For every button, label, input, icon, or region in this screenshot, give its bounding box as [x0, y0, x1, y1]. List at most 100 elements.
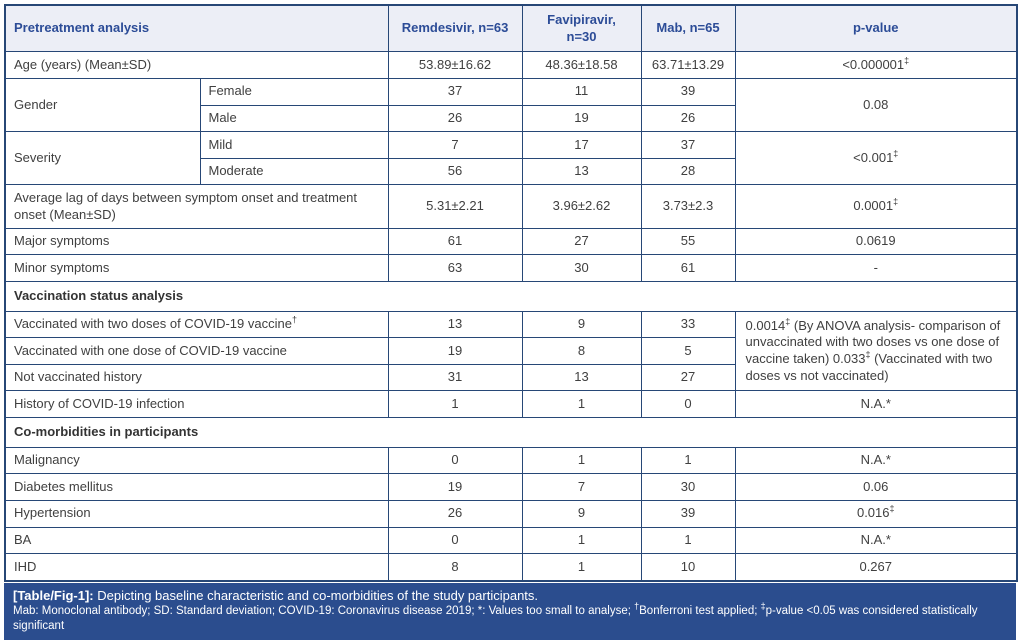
value-cell: 13 [387, 310, 523, 339]
value-cell: 0 [640, 390, 736, 418]
row-covid-infection-history: History of COVID-19 infection 1 1 0 N.A.* [4, 390, 1018, 418]
value-cell: 1 [640, 446, 736, 475]
row-label-cell: Female [199, 77, 389, 106]
value-cell: N.A.* [734, 446, 1018, 475]
row-label-cell: History of COVID-19 infection [4, 390, 389, 418]
section-vaccination-status: Vaccination status analysis [4, 280, 1018, 312]
value-cell: 0.267 [734, 553, 1018, 582]
footnote-text: Mab: Monoclonal antibody; SD: Standard d… [13, 601, 978, 633]
value-cell: 7 [521, 473, 642, 501]
value-cell: 37 [387, 77, 523, 106]
value-cell: 19 [387, 337, 523, 365]
value-cell: 1 [521, 390, 642, 418]
row-vaccinated-one-dose: Vaccinated with one dose of COVID-19 vac… [4, 337, 1017, 365]
col-header-favipiravir: Favipiravir, n=30 [521, 4, 642, 53]
value-cell: 9 [521, 310, 642, 339]
row-ba: BA 0 1 1 N.A.* [4, 526, 1018, 555]
value-cell: 0.0619 [734, 227, 1018, 256]
row-label-cell: Not vaccinated history [4, 363, 389, 392]
row-major-symptoms: Major symptoms 61 27 55 0.0619 [4, 227, 1018, 256]
row-vaccinated-two-doses: Vaccinated with two doses of COVID-19 va… [4, 310, 1018, 392]
value-cell: 30 [640, 473, 736, 501]
section-comorbidities: Co-morbidities in participants [4, 417, 1018, 448]
section-header-cell: Vaccination status analysis [4, 280, 1018, 312]
row-gender-male: Male 26 19 26 [5, 104, 1017, 133]
row-label-cell: Male [199, 104, 389, 133]
value-cell: 3.73±2.3 [640, 184, 736, 229]
value-cell: <0.001‡ [734, 131, 1018, 186]
value-cell: N.A.* [734, 526, 1018, 555]
value-cell: 27 [521, 227, 642, 256]
row-gender-female: Gender Female 37 11 39 0.08 [4, 77, 1018, 133]
value-cell: 5.31±2.21 [387, 184, 523, 229]
value-cell: 0.0001‡ [734, 184, 1018, 229]
value-cell: 10 [640, 553, 736, 582]
row-age: Age (years) (Mean±SD) 53.89±16.62 48.36±18… [4, 51, 1018, 79]
value-cell: 5 [640, 337, 736, 365]
row-avg-lag: Average lag of days between symptom onse… [4, 184, 1018, 229]
row-label-cell: Average lag of days between symptom onse… [4, 184, 389, 229]
value-cell: 0 [387, 526, 523, 555]
value-cell: 48.36±18.58 [521, 51, 642, 79]
caption-line: [Table/Fig-1]: Depicting baseline charac… [13, 587, 1007, 605]
value-cell: 17 [521, 131, 642, 159]
value-cell: 7 [387, 131, 523, 159]
value-cell: 13 [521, 363, 642, 392]
row-label-cell: Moderate [199, 157, 389, 186]
row-malignancy: Malignancy 0 1 1 N.A.* [4, 446, 1018, 475]
col-header-remdesivir: Remdesivir, n=63 [387, 4, 523, 53]
value-cell: 63.71±13.29 [640, 51, 736, 79]
value-cell: 37 [640, 131, 736, 159]
value-cell: 8 [387, 553, 523, 582]
figure-label: [Table/Fig-1]: [13, 587, 94, 603]
row-ihd: IHD 8 1 10 0.267 [4, 553, 1018, 582]
value-cell: 28 [640, 157, 736, 186]
value-cell: 9 [521, 499, 642, 528]
value-cell: 1 [640, 526, 736, 555]
row-label-cell: IHD [4, 553, 389, 582]
row-label-cell: Mild [199, 131, 389, 159]
value-cell: <0.000001‡ [734, 51, 1018, 79]
row-hypertension: Hypertension 26 9 39 0.016‡ [4, 499, 1018, 528]
row-label-cell: Hypertension [4, 499, 389, 528]
value-cell: 27 [640, 363, 736, 392]
value-cell: 33 [640, 310, 736, 339]
value-cell: 19 [521, 104, 642, 133]
value-cell: 26 [387, 499, 523, 528]
pvalue-note-cell: 0.0014‡ (By ANOVA analysis- comparison o… [734, 310, 1018, 392]
row-severity-moderate: Moderate 56 13 28 [5, 157, 1017, 186]
value-cell: 0.016‡ [734, 499, 1018, 528]
value-cell: - [734, 254, 1018, 282]
value-cell: 8 [521, 337, 642, 365]
row-label-cell: Malignancy [4, 446, 389, 475]
value-cell: 3.96±2.62 [521, 184, 642, 229]
row-label-cell: Severity [4, 131, 201, 186]
value-cell: 19 [387, 473, 523, 501]
value-cell: 56 [387, 157, 523, 186]
header-row: Pretreatment analysis Remdesivir, n=63 F… [4, 4, 1018, 53]
value-cell: 53.89±16.62 [387, 51, 523, 79]
row-diabetes-mellitus: Diabetes mellitus 19 7 30 0.06 [4, 473, 1018, 501]
value-cell: 61 [640, 254, 736, 282]
value-cell: 1 [521, 553, 642, 582]
row-label-cell: Age (years) (Mean±SD) [4, 51, 389, 79]
value-cell: 30 [521, 254, 642, 282]
value-cell: 0.06 [734, 473, 1018, 501]
value-cell: 26 [387, 104, 523, 133]
row-label-cell: BA [4, 526, 389, 555]
value-cell: 39 [640, 499, 736, 528]
table-caption-bar: [Table/Fig-1]: Depicting baseline charac… [4, 582, 1016, 640]
section-header-cell: Co-morbidities in participants [4, 417, 1018, 448]
row-severity-mild: Severity Mild 7 17 37 <0.001‡ [4, 131, 1018, 186]
value-cell: 1 [387, 390, 523, 418]
value-cell: 26 [640, 104, 736, 133]
row-minor-symptoms: Minor symptoms 63 30 61- [4, 254, 1018, 282]
row-label-cell: Vaccinated with one dose of COVID-19 vac… [4, 337, 389, 365]
value-cell: 55 [640, 227, 736, 256]
caption-text: Depicting baseline characteristic and co… [93, 587, 539, 603]
col-header-mab: Mab, n=65 [640, 4, 736, 53]
value-cell: 13 [521, 157, 642, 186]
value-cell: 1 [521, 526, 642, 555]
col-header-pvalue: p-value [734, 4, 1018, 53]
